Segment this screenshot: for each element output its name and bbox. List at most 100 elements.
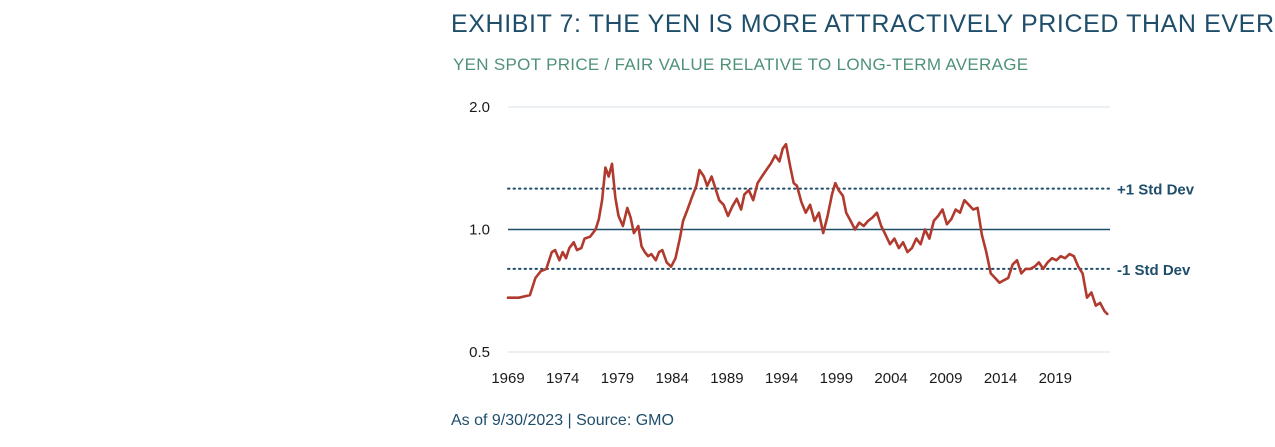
data-point bbox=[946, 223, 948, 226]
data-point bbox=[1020, 272, 1023, 275]
data-point bbox=[842, 195, 844, 197]
data-point bbox=[834, 182, 837, 184]
data-point bbox=[818, 211, 820, 214]
data-point bbox=[572, 241, 575, 244]
data-point bbox=[769, 163, 772, 165]
chart-title: EXHIBIT 7: THE YEN IS MORE ATTRACTIVELY … bbox=[451, 10, 1275, 38]
data-point bbox=[854, 228, 856, 231]
data-point bbox=[981, 234, 983, 236]
data-point bbox=[695, 185, 698, 187]
data-point bbox=[822, 232, 824, 234]
data-point bbox=[994, 277, 996, 279]
data-point bbox=[551, 251, 553, 253]
data-point bbox=[985, 251, 988, 253]
data-point bbox=[1055, 259, 1058, 262]
data-point bbox=[614, 196, 617, 199]
data-point bbox=[941, 208, 944, 211]
data-point bbox=[968, 204, 970, 206]
data-point bbox=[831, 193, 833, 196]
data-point bbox=[674, 257, 677, 260]
data-point bbox=[740, 208, 742, 211]
data-point bbox=[862, 225, 865, 227]
x-tick-label: 1994 bbox=[765, 370, 798, 387]
data-point bbox=[703, 175, 705, 178]
data-point bbox=[1073, 255, 1075, 257]
data-point bbox=[629, 216, 632, 219]
data-point bbox=[626, 207, 629, 209]
data-point bbox=[765, 169, 768, 171]
data-point bbox=[1064, 257, 1066, 260]
data-point bbox=[911, 247, 913, 249]
data-point bbox=[622, 225, 624, 227]
data-point bbox=[736, 198, 738, 200]
x-tick-label: 2009 bbox=[929, 370, 962, 387]
y-tick-label: 2.0 bbox=[469, 99, 490, 116]
data-point bbox=[858, 221, 861, 224]
series-line-yen bbox=[506, 142, 1109, 316]
data-point bbox=[650, 253, 653, 255]
data-point bbox=[752, 199, 754, 201]
data-point bbox=[691, 196, 693, 199]
data-point bbox=[867, 220, 869, 222]
data-point bbox=[1059, 255, 1062, 257]
data-point bbox=[658, 251, 660, 253]
data-point bbox=[715, 189, 717, 191]
data-point bbox=[950, 218, 953, 220]
data-point bbox=[876, 211, 878, 214]
data-point bbox=[928, 237, 931, 240]
data-point bbox=[1095, 304, 1097, 307]
data-point bbox=[686, 208, 689, 211]
data-point bbox=[884, 234, 887, 236]
x-tick-label: 1999 bbox=[820, 370, 853, 387]
data-point bbox=[761, 175, 763, 178]
data-point bbox=[1090, 291, 1093, 294]
y-tick-label: 1.0 bbox=[469, 222, 490, 239]
data-point bbox=[589, 235, 591, 238]
data-point bbox=[670, 265, 672, 268]
data-point bbox=[789, 166, 792, 169]
data-point bbox=[1081, 272, 1084, 275]
x-tick-label: 2019 bbox=[1039, 370, 1072, 387]
minus-1-std-label: -1 Std Dev bbox=[1117, 262, 1191, 279]
data-point bbox=[1051, 257, 1053, 260]
data-point bbox=[1003, 279, 1005, 282]
data-point bbox=[644, 251, 646, 253]
data-point bbox=[959, 211, 961, 214]
data-point bbox=[665, 261, 668, 264]
data-point bbox=[893, 237, 896, 240]
data-point bbox=[796, 185, 798, 187]
x-tick-label: 1979 bbox=[601, 370, 634, 387]
data-point bbox=[976, 207, 979, 209]
data-point bbox=[561, 251, 564, 253]
data-point bbox=[813, 220, 816, 222]
data-point bbox=[637, 225, 640, 227]
data-point bbox=[698, 169, 701, 171]
data-point bbox=[778, 160, 781, 163]
data-point bbox=[826, 215, 829, 217]
data-point bbox=[598, 218, 600, 220]
data-point bbox=[774, 154, 776, 157]
data-point bbox=[906, 251, 909, 253]
data-point bbox=[1099, 302, 1101, 304]
data-point bbox=[558, 259, 561, 262]
data-point bbox=[1106, 313, 1109, 315]
data-point bbox=[898, 247, 900, 249]
data-point bbox=[710, 175, 713, 178]
data-point bbox=[647, 255, 649, 257]
data-point bbox=[507, 296, 509, 299]
data-point bbox=[919, 243, 922, 245]
data-point bbox=[924, 228, 926, 231]
y-tick-label: 0.5 bbox=[469, 344, 490, 361]
data-point bbox=[529, 294, 531, 296]
data-point bbox=[989, 272, 992, 275]
data-point bbox=[731, 205, 734, 208]
x-tick-label: 1969 bbox=[491, 370, 524, 387]
data-point bbox=[607, 175, 610, 178]
data-point bbox=[718, 199, 720, 201]
data-point bbox=[727, 215, 729, 217]
data-point bbox=[534, 277, 537, 279]
data-point bbox=[756, 182, 759, 184]
data-point bbox=[880, 225, 882, 227]
